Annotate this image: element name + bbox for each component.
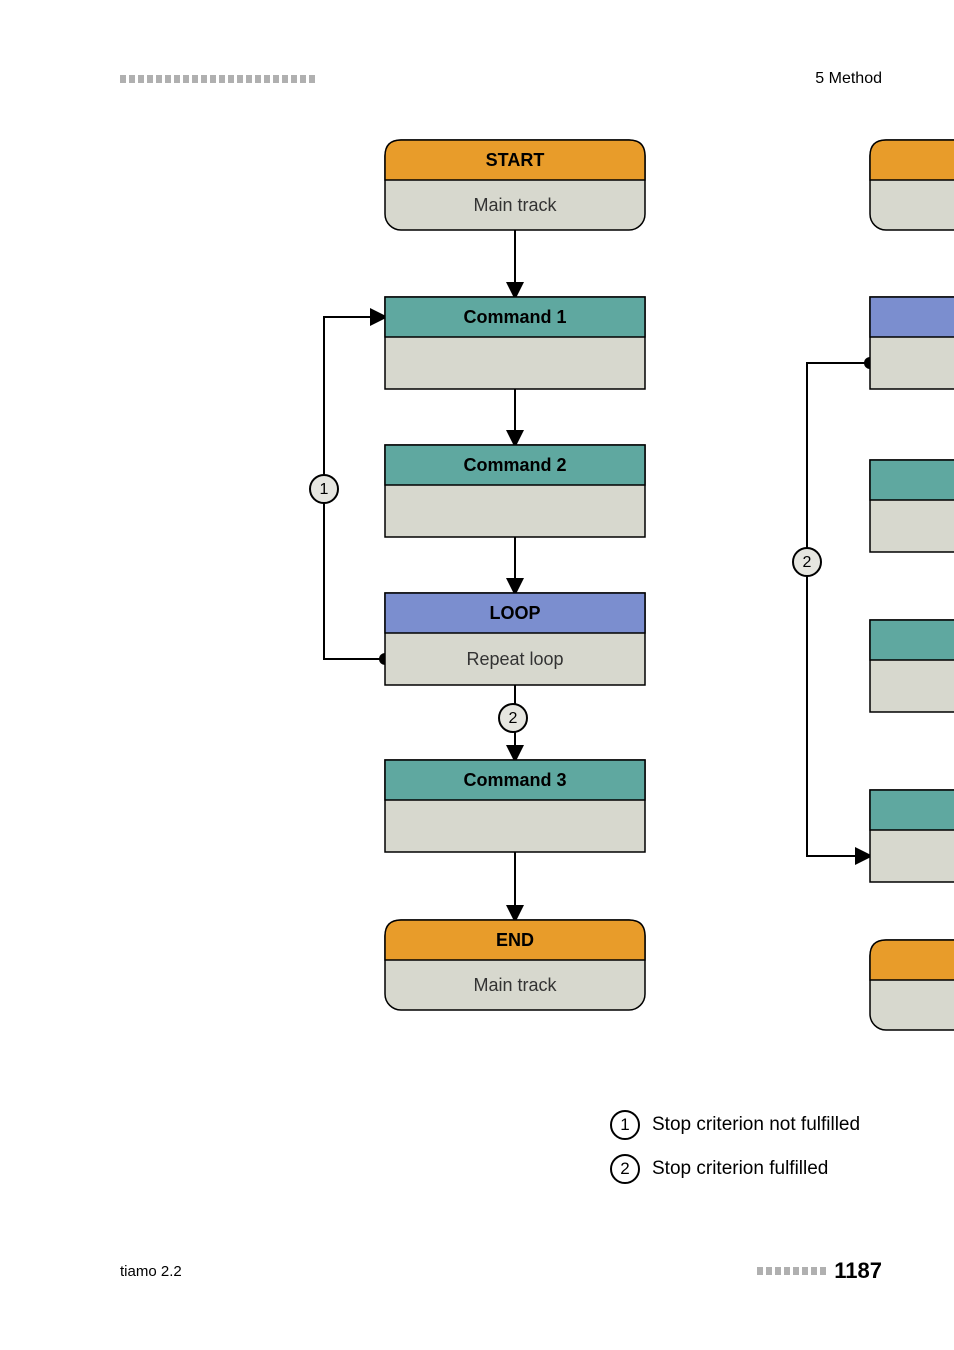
svg-text:2: 2 <box>509 710 518 727</box>
node-title: Command 2 <box>463 455 566 475</box>
flow-node-start: START Main track <box>385 140 645 230</box>
flow-node-cmd1: Command 1 <box>385 297 645 389</box>
flow-node-loop: LOOP Repeat loop <box>385 593 645 685</box>
flow-node-r_a <box>870 297 954 389</box>
flow-node-r_end <box>870 940 954 1030</box>
node-subtitle: Main track <box>473 975 557 995</box>
page: { "header": { "section": "5 Method" }, "… <box>0 0 954 1350</box>
badge-2-icon: 2 <box>793 548 821 576</box>
flow-node-cmd3: Command 3 <box>385 760 645 852</box>
flow-node-r_d <box>870 790 954 882</box>
flow-node-r_start <box>870 140 954 230</box>
node-subtitle: Main track <box>473 195 557 215</box>
flow-node-cmd2: Command 2 <box>385 445 645 537</box>
flow-node-r_c <box>870 620 954 712</box>
node-title: START <box>486 150 545 170</box>
node-title: END <box>496 930 534 950</box>
badge-2-icon: 2 <box>499 704 527 732</box>
flowchart: START Main track Command 1 Command 2 LOOP Rep… <box>0 0 954 1350</box>
node-title: Command 1 <box>463 307 566 327</box>
node-subtitle: Repeat loop <box>466 649 563 669</box>
svg-text:2: 2 <box>803 554 812 571</box>
node-title: Command 3 <box>463 770 566 790</box>
flow-node-end: END Main track <box>385 920 645 1010</box>
edge <box>807 363 870 856</box>
node-title: LOOP <box>489 603 540 623</box>
badge-1-icon: 1 <box>310 475 338 503</box>
flow-node-r_b <box>870 460 954 552</box>
svg-text:1: 1 <box>320 481 329 498</box>
